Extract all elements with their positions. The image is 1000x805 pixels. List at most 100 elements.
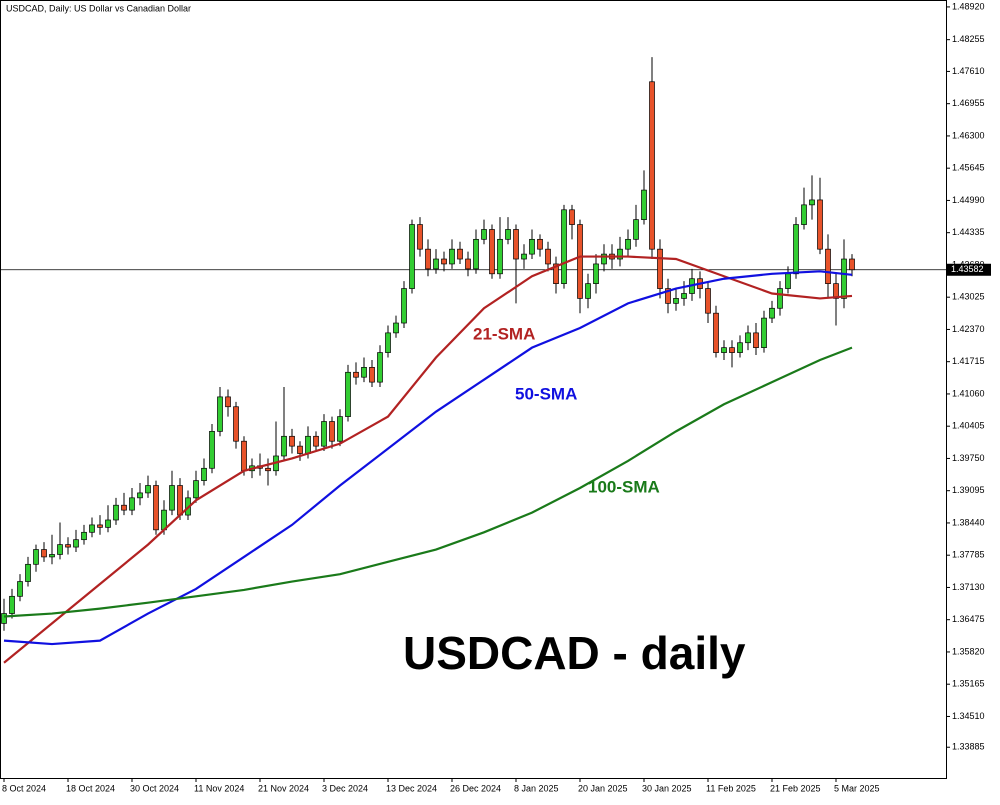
x-tick-label: 8 Oct 2024: [2, 783, 46, 793]
y-tick-label: 1.48255: [952, 34, 985, 44]
candle-body: [433, 258, 439, 270]
candle-body: [585, 283, 591, 299]
candle-body: [665, 288, 671, 304]
last-price-box: [947, 263, 991, 276]
candle-body: [833, 283, 839, 299]
candle-body: [265, 467, 271, 472]
y-tick-label: 1.46300: [952, 130, 985, 140]
candle-body: [737, 342, 743, 353]
candle-body: [417, 224, 423, 250]
candle-body: [49, 554, 55, 558]
candle-body: [17, 581, 23, 597]
y-tick-label: 1.45645: [952, 163, 985, 173]
candle-body: [849, 258, 855, 271]
candle-body: [673, 298, 679, 304]
candle-body: [505, 229, 511, 240]
x-tick-label: 26 Dec 2024: [450, 783, 501, 793]
candle-body: [385, 332, 391, 353]
candle-body: [817, 199, 823, 250]
x-tick-label: 11 Feb 2025: [706, 783, 756, 793]
candle-body: [801, 204, 807, 225]
candle-body: [577, 224, 583, 299]
candle-body: [369, 367, 375, 383]
candle-body: [321, 421, 327, 447]
candle-body: [169, 485, 175, 511]
candle-body: [593, 263, 599, 284]
candle-body: [425, 248, 431, 270]
candle-body: [193, 480, 199, 499]
candle-body: [825, 248, 831, 284]
candle-body: [121, 504, 127, 511]
candle-body: [33, 549, 39, 565]
candle-body: [617, 248, 623, 260]
candle-body: [809, 199, 815, 206]
candle-body: [457, 248, 463, 260]
candle-body: [9, 595, 15, 614]
candle-body: [729, 347, 735, 353]
candle-body: [1, 613, 7, 624]
x-tick-label: 21 Nov 2024: [258, 783, 309, 793]
candle-body: [513, 229, 519, 260]
candle-body: [153, 485, 159, 531]
candle-body: [105, 519, 111, 528]
candle-body: [793, 224, 799, 275]
candle-body: [233, 406, 239, 442]
x-tick-label: 20 Jan 2025: [578, 783, 628, 793]
candle-body: [561, 209, 567, 284]
y-tick-label: 1.40405: [952, 421, 985, 431]
x-tick-label: 30 Jan 2025: [642, 783, 692, 793]
candle-body: [521, 253, 527, 260]
y-tick-label: 1.35820: [952, 646, 985, 656]
y-tick-label: 1.36475: [952, 614, 985, 624]
candle-body: [377, 352, 383, 383]
candle-body: [777, 288, 783, 309]
candle-body: [361, 367, 367, 378]
candle-body: [329, 421, 335, 442]
y-tick-label: 1.44990: [952, 195, 985, 205]
y-tick-label: 1.44335: [952, 227, 985, 237]
candle-body: [145, 485, 151, 494]
sma-line: [3, 346, 853, 618]
candle-body: [753, 332, 759, 349]
candle-body: [681, 293, 687, 299]
candle-body: [209, 431, 215, 469]
candle-body: [601, 253, 607, 265]
candle-body: [81, 531, 87, 541]
candle-body: [489, 229, 495, 275]
x-tick-label: 3 Dec 2024: [322, 783, 368, 793]
candle-body: [769, 307, 775, 319]
candle-body: [337, 416, 343, 442]
x-tick-label: 11 Nov 2024: [194, 783, 244, 793]
candle-body: [57, 544, 63, 555]
candle-body: [281, 435, 287, 457]
candle-body: [537, 238, 543, 250]
candle-body: [225, 396, 231, 408]
y-tick-label: 1.39095: [952, 485, 985, 495]
candle-body: [625, 238, 631, 250]
x-tick-label: 13 Dec 2024: [386, 783, 437, 793]
candle-body: [137, 492, 143, 499]
last-price-label: 1.43582: [951, 264, 984, 274]
y-tick-label: 1.41060: [952, 388, 985, 398]
x-tick-label: 30 Oct 2024: [130, 783, 179, 793]
candle-body: [201, 467, 207, 481]
candle-body: [113, 504, 119, 521]
sma-line: [3, 270, 853, 646]
x-tick-label: 18 Oct 2024: [66, 783, 115, 793]
y-tick-label: 1.35165: [952, 679, 985, 689]
candle-body: [129, 497, 135, 511]
candle-body: [393, 322, 399, 334]
candle-body: [785, 273, 791, 289]
candle-body: [409, 224, 415, 289]
y-tick-label: 1.38440: [952, 517, 985, 527]
candle-body: [553, 263, 559, 284]
candle-body: [529, 238, 535, 255]
candle-body: [97, 524, 103, 528]
candle-body: [545, 248, 551, 265]
candle-body: [177, 485, 183, 516]
y-tick-label: 1.47610: [952, 66, 985, 76]
candle-body: [441, 258, 447, 265]
candle-body: [497, 238, 503, 275]
sma-line: [3, 255, 853, 664]
